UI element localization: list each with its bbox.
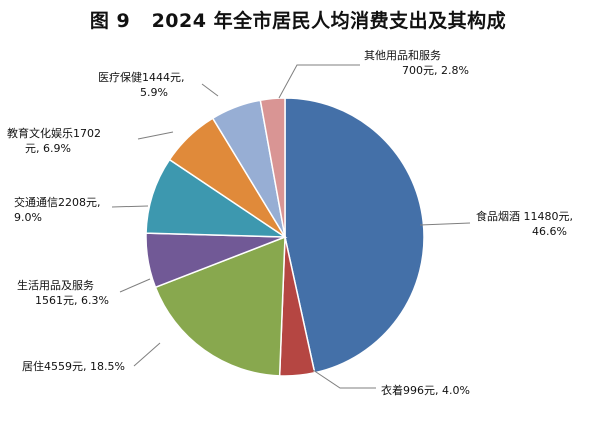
slice-label-1: 食品烟酒 11480元, 46.6%: [476, 209, 573, 238]
pie-slice-3: [154, 235, 286, 377]
slice-label-line2: 1561元, 6.3%: [35, 294, 109, 307]
leader-line-7: [201, 83, 219, 97]
slice-label-5: 交通通信2208元, 9.0%: [14, 195, 101, 224]
slice-label-8: 其他用品和服务 700元, 2.8%: [364, 49, 469, 77]
slice-label-3: 居住4559元, 18.5%: [22, 359, 125, 373]
slice-label-line2: 700元, 2.8%: [402, 64, 469, 77]
slice-label-line2: 元, 6.9%: [25, 142, 71, 155]
slice-label-line1: 教育文化娱乐1702: [7, 126, 101, 140]
slice-label-line1: 生活用品及服务: [17, 278, 94, 292]
leader-line-3: [133, 342, 161, 367]
leader-line-4: [119, 278, 151, 293]
chart-title: 图 9 2024 年全市居民人均消费支出及其构成: [89, 10, 507, 32]
slice-label-line2: 5.9%: [140, 86, 168, 99]
leader-line-6: [137, 131, 174, 140]
slice-label-line1: 食品烟酒 11480元,: [476, 209, 573, 223]
slice-label-4: 生活用品及服务 1561元, 6.3%: [17, 278, 109, 307]
slice-label-line1: 其他用品和服务: [364, 49, 441, 62]
leader-line-5: [111, 205, 149, 208]
leader-line-8: [278, 64, 360, 99]
slice-label-line2: 9.0%: [14, 211, 42, 224]
slice-label-7: 医疗保健1444元, 5.9%: [98, 70, 185, 99]
leader-line-1: [419, 222, 471, 226]
pie-slice-8: [259, 97, 286, 238]
slice-label-line1: 衣着996元, 4.0%: [381, 383, 470, 397]
slice-label-line1: 交通通信2208元,: [14, 195, 101, 209]
pie-slice-1: [284, 97, 425, 374]
slice-label-line1: 医疗保健1444元,: [98, 70, 185, 84]
slice-label-2: 衣着996元, 4.0%: [381, 383, 470, 397]
slice-label-6: 教育文化娱乐1702 元, 6.9%: [7, 126, 101, 155]
leader-line-2: [312, 369, 376, 389]
slice-label-line2: 46.6%: [532, 225, 567, 238]
slice-label-line1: 居住4559元, 18.5%: [22, 359, 125, 373]
